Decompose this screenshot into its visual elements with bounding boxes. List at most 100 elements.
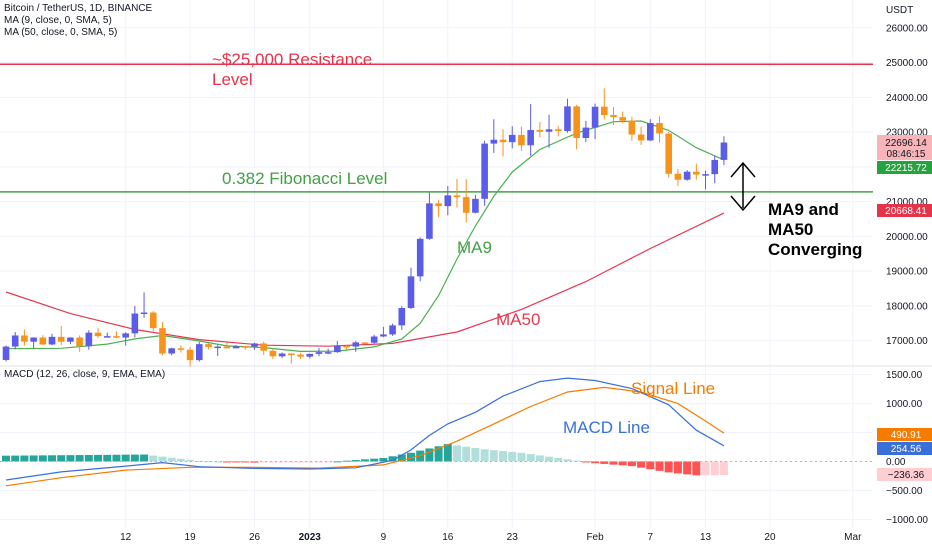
- price-axis-tick-label: 21000.00: [886, 197, 928, 208]
- candle: [573, 104, 580, 150]
- macd-histogram-bar: [158, 456, 167, 462]
- candle-body: [619, 117, 626, 121]
- last-price-badge-bg: [877, 135, 932, 160]
- candle: [122, 332, 129, 346]
- candle: [582, 120, 590, 143]
- macd-histogram-bar: [38, 455, 47, 462]
- macd-histogram-bar: [673, 461, 682, 474]
- candle-body: [453, 195, 461, 198]
- macd-histogram-bar: [627, 461, 636, 467]
- candle: [554, 126, 562, 137]
- candle: [334, 341, 341, 353]
- candle: [168, 347, 175, 356]
- candle-body: [251, 343, 258, 347]
- candle-body: [693, 171, 700, 175]
- candle-body: [242, 346, 249, 348]
- macd-histogram-bar: [167, 457, 176, 462]
- macd-histogram-bar: [517, 452, 526, 462]
- candle-body: [573, 106, 580, 139]
- time-axis-tick-label: Mar: [844, 532, 862, 543]
- macd-histogram-bar: [103, 454, 112, 462]
- macd-histogram-bar: [563, 459, 572, 462]
- countdown-label: 08:46:15: [887, 149, 926, 160]
- candle: [407, 267, 415, 310]
- candle-body: [113, 336, 120, 338]
- candle: [343, 344, 350, 350]
- macd-signal-line: [5, 386, 725, 487]
- time-axis-tick-label: 13: [700, 532, 712, 543]
- macd-histogram-bar: [204, 461, 213, 463]
- candle-body: [380, 334, 387, 337]
- macd-line: [5, 377, 725, 481]
- macd-histogram-bar: [259, 461, 268, 463]
- macd-histogram-bar: [66, 455, 75, 462]
- candle: [315, 347, 323, 357]
- candle-body: [398, 307, 406, 326]
- ma50-line: [5, 212, 725, 347]
- macd-histogram-bar: [480, 449, 489, 462]
- candle-body: [600, 106, 608, 116]
- macd-histogram-bar: [710, 461, 719, 476]
- candle-body: [168, 348, 175, 354]
- candle-body: [564, 106, 571, 132]
- candle-body: [720, 142, 728, 160]
- macd-histogram-bar: [11, 455, 20, 462]
- macd-histogram-bar: [545, 456, 554, 462]
- macd-histogram-bar: [609, 461, 618, 465]
- macd-histogram-bar: [186, 459, 195, 462]
- candle: [278, 352, 286, 359]
- time-axis-tick-label: Feb: [586, 532, 604, 543]
- candle: [398, 306, 406, 330]
- candle-body: [21, 335, 28, 342]
- candle: [140, 292, 148, 318]
- candle: [306, 353, 314, 359]
- candle: [472, 195, 479, 214]
- ma50-price-label-bg: [877, 204, 932, 217]
- macd-histogram-bar: [213, 461, 222, 463]
- macd-histogram-bar: [692, 461, 701, 476]
- price-axis-tick-label: 17000.00: [886, 336, 928, 347]
- candle-body: [67, 337, 74, 342]
- price-axis-tick-label: 26000.00: [886, 23, 928, 34]
- macd-histogram-bar: [57, 455, 66, 462]
- macd-histogram-bar: [591, 461, 600, 464]
- candle: [683, 169, 691, 181]
- time-axis-tick-label: 9: [381, 532, 387, 543]
- candle-body: [407, 276, 415, 308]
- candle-body: [665, 133, 673, 174]
- candle-body: [426, 203, 433, 239]
- time-axis-tick-label: 26: [249, 532, 261, 543]
- macd-histogram-bar: [646, 461, 655, 470]
- time-axis-tick-label: 23: [507, 532, 519, 543]
- candle: [481, 140, 488, 206]
- candle: [380, 326, 387, 338]
- candle: [628, 116, 636, 141]
- candle-body: [195, 344, 203, 361]
- candle-body: [177, 348, 185, 350]
- candle: [361, 342, 369, 345]
- macd-histogram-bar: [471, 448, 480, 462]
- macd-histogram-bar: [637, 461, 646, 468]
- candle: [453, 179, 461, 208]
- converging-arrow-icon: [730, 161, 756, 212]
- macd-histogram-bar: [314, 461, 323, 463]
- macd-histogram-bar: [84, 454, 93, 462]
- candle-body: [269, 350, 277, 357]
- macd-histogram-bar: [75, 455, 84, 462]
- price-axis-tick-label: 23000.00: [886, 128, 928, 139]
- candle: [426, 192, 433, 240]
- candle: [57, 326, 65, 346]
- macd-histogram-bar: [618, 461, 627, 466]
- price-axis-tick-label: 19000.00: [886, 267, 928, 278]
- candle: [94, 328, 102, 338]
- chart-legend: Bitcoin / TetherUS, 1D, BINANCE MA (9, c…: [4, 3, 152, 39]
- candle-body: [30, 337, 37, 342]
- candle-body: [11, 335, 19, 347]
- macd-line-annotation: MACD Line: [563, 418, 650, 437]
- candle-body: [186, 349, 194, 361]
- candle: [131, 305, 139, 338]
- candle: [665, 131, 673, 178]
- candle-body: [416, 238, 424, 277]
- candle-body: [361, 342, 369, 344]
